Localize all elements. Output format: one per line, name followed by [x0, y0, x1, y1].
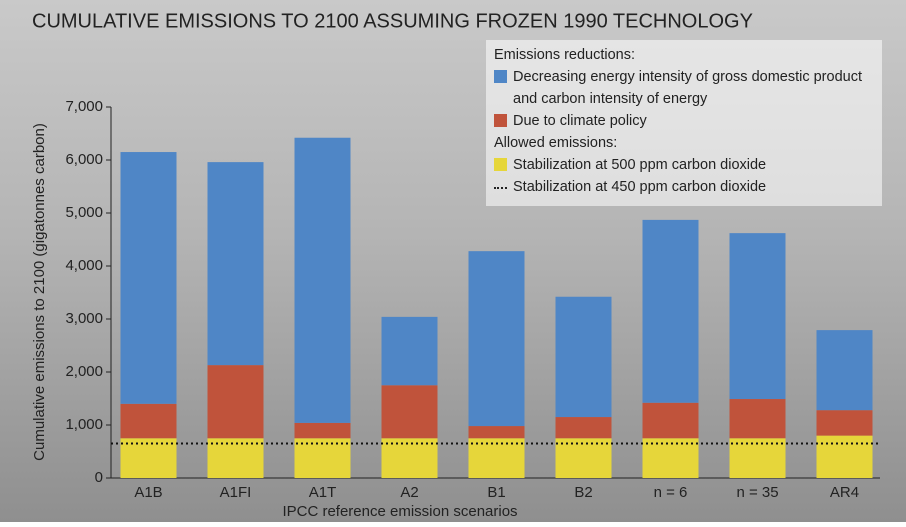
- legend-label: Due to climate policy: [513, 110, 647, 132]
- y-tick-label: 0: [95, 469, 103, 486]
- x-tick-label: A1B: [134, 484, 162, 501]
- legend-item: Stabilization at 500 ppm carbon dioxide: [494, 154, 874, 176]
- x-tick-label: B2: [574, 484, 592, 501]
- y-tick-label: 3,000: [65, 310, 103, 327]
- legend-swatch: [494, 70, 507, 83]
- bar-segment: [469, 426, 525, 438]
- y-tick-label: 1,000: [65, 416, 103, 433]
- legend-label: Stabilization at 500 ppm carbon dioxide: [513, 154, 766, 176]
- bar-segment: [208, 438, 264, 478]
- bar-segment: [817, 410, 873, 435]
- bar-segment: [295, 138, 351, 423]
- y-axis-label: Cumulative emissions to 2100 (gigatonnes…: [31, 123, 48, 461]
- x-tick-label: n = 6: [654, 484, 688, 501]
- bar-segment: [382, 438, 438, 478]
- legend-swatch: [494, 158, 507, 171]
- bar-segment: [121, 404, 177, 438]
- legend-item: Decreasing energy intensity of gross dom…: [494, 66, 874, 110]
- bar-segment: [469, 251, 525, 426]
- legend-group: Allowed emissions:: [494, 132, 874, 154]
- bar-segment: [556, 438, 612, 478]
- bar-segment: [643, 438, 699, 478]
- legend-label: Stabilization at 450 ppm carbon dioxide: [513, 176, 766, 198]
- chart-title: CUMULATIVE EMISSIONS TO 2100 ASSUMING FR…: [32, 10, 753, 32]
- x-tick-label: B1: [487, 484, 505, 501]
- bar-segment: [295, 423, 351, 438]
- y-tick-label: 2,000: [65, 363, 103, 380]
- y-tick-label: 7,000: [65, 98, 103, 115]
- bar-segment: [730, 233, 786, 399]
- bar-segment: [121, 438, 177, 478]
- bar-segment: [121, 152, 177, 404]
- bar-segment: [208, 162, 264, 365]
- page: CUMULATIVE EMISSIONS TO 2100 ASSUMING FR…: [0, 0, 906, 522]
- bar-segment: [817, 436, 873, 478]
- x-tick-label: A1T: [309, 484, 337, 501]
- bar-segment: [382, 385, 438, 438]
- legend-swatch: [494, 187, 507, 189]
- bar-segment: [643, 403, 699, 439]
- legend-group: Emissions reductions:: [494, 44, 874, 66]
- x-axis-label: IPCC reference emission scenarios: [282, 503, 517, 520]
- legend-label: Decreasing energy intensity of gross dom…: [513, 66, 874, 110]
- y-tick-label: 5,000: [65, 204, 103, 221]
- bar-segment: [730, 399, 786, 438]
- x-tick-label: A2: [400, 484, 418, 501]
- bar-segment: [382, 317, 438, 385]
- bar-segment: [817, 330, 873, 410]
- bar-segment: [208, 365, 264, 438]
- bar-segment: [643, 220, 699, 403]
- legend-item: Due to climate policy: [494, 110, 874, 132]
- legend-item: Stabilization at 450 ppm carbon dioxide: [494, 176, 874, 198]
- y-tick-label: 6,000: [65, 151, 103, 168]
- x-tick-label: n = 35: [736, 484, 778, 501]
- x-tick-label: AR4: [830, 484, 859, 501]
- x-tick-label: A1FI: [220, 484, 252, 501]
- bar-segment: [556, 297, 612, 417]
- legend-swatch: [494, 114, 507, 127]
- bar-segment: [556, 417, 612, 438]
- y-tick-label: 4,000: [65, 257, 103, 274]
- legend: Emissions reductions: Decreasing energy …: [486, 40, 882, 206]
